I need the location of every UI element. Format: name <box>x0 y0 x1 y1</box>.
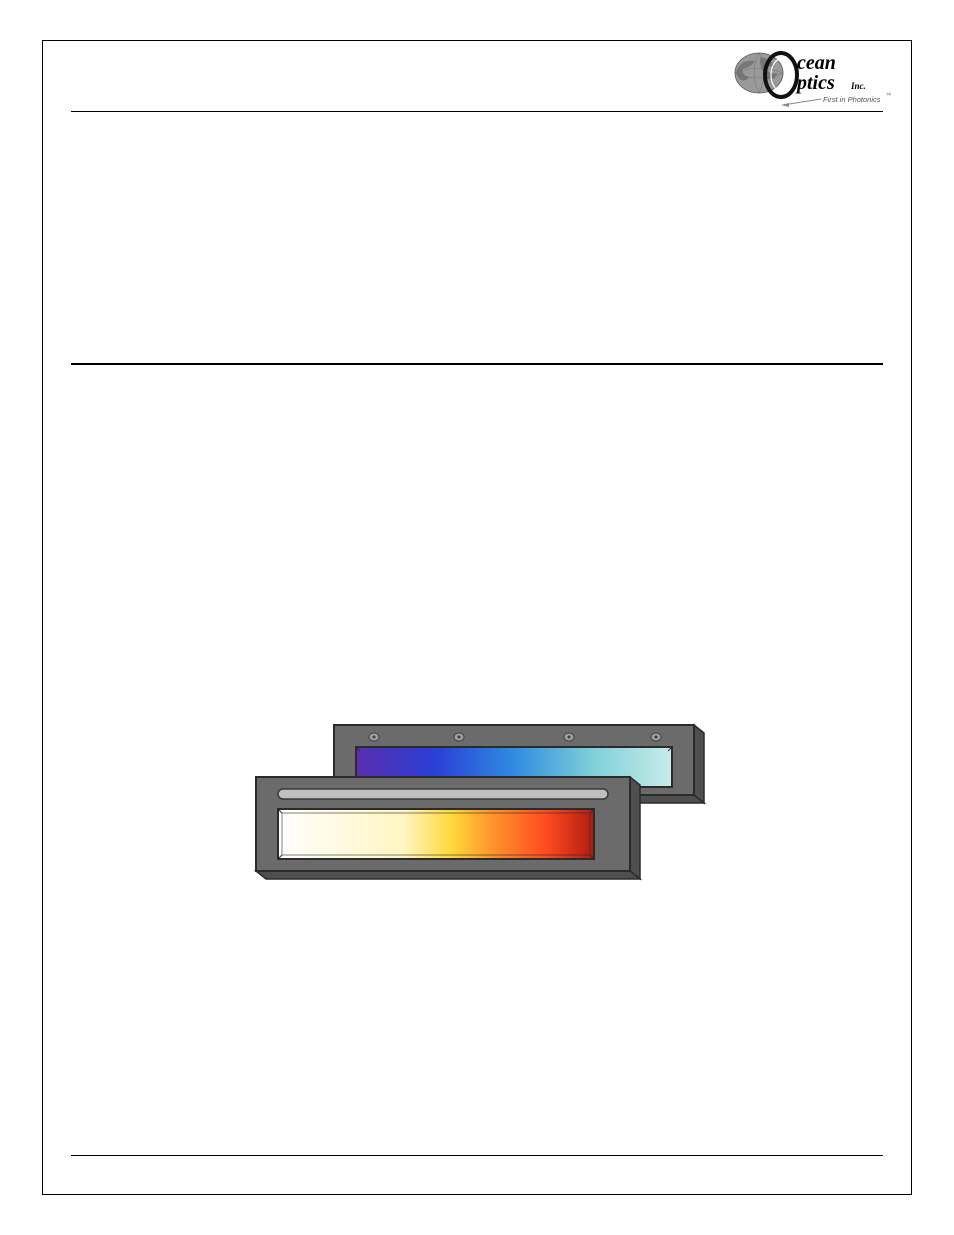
globe-icon <box>735 53 783 93</box>
page-border: cean ptics Inc. First in Photonics ™ <box>42 40 912 1195</box>
trademark-icon: ™ <box>886 92 891 99</box>
page-content: cean ptics Inc. First in Photonics ™ <box>43 41 911 1194</box>
footer-divider <box>71 1155 883 1156</box>
filter-illustration <box>43 719 911 899</box>
section-divider <box>71 363 883 365</box>
brand-text-top: cean <box>797 52 836 74</box>
brand-suffix: Inc. <box>850 81 866 91</box>
variable-filter-svg <box>242 719 712 899</box>
brand-text-bottom: ptics <box>795 72 835 94</box>
ocean-optics-logo-svg: cean ptics Inc. First in Photonics ™ <box>721 45 891 117</box>
header-divider <box>71 111 883 112</box>
brand-tagline: First in Photonics <box>823 95 881 104</box>
front-filter-frame <box>256 777 640 879</box>
